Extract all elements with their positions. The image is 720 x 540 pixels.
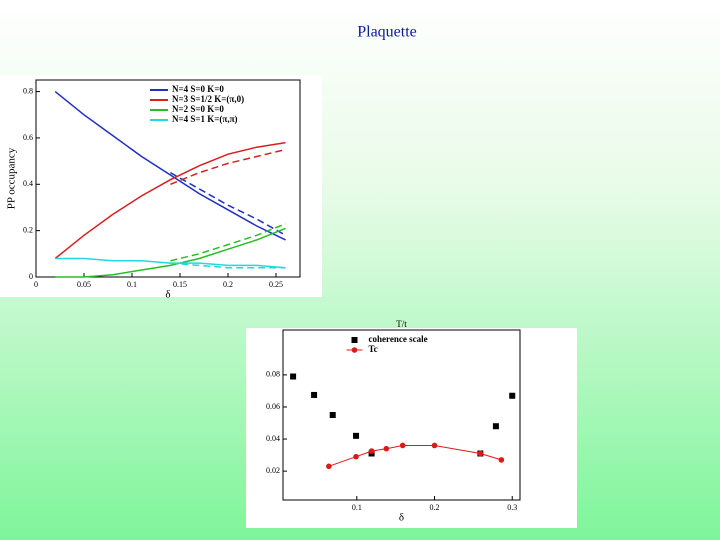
series-line (54, 141, 286, 260)
x-tick-label: 0.3 (507, 503, 517, 512)
x-tick-label: 0.1 (127, 280, 137, 289)
data-point (353, 432, 360, 439)
data-point (326, 463, 332, 470)
chart-panel (0, 75, 322, 297)
legend-label: N=4 S=0 K=0 (172, 84, 224, 94)
data-point (368, 448, 375, 454)
y-tick-label: 0.6 (23, 133, 33, 142)
data-point (509, 392, 516, 399)
data-point (431, 442, 438, 449)
series-dashed-line (170, 223, 286, 262)
y-tick-label: 0 (29, 272, 33, 281)
x-tick-label: 0.1 (352, 503, 362, 512)
x-tick-label: 0.05 (77, 280, 91, 289)
x-axis-label: δ (165, 289, 170, 301)
legend-marker (351, 347, 358, 353)
x-tick-label: 0.2 (223, 280, 233, 289)
series-line (54, 91, 286, 241)
data-point (498, 457, 505, 463)
legend-label: N=4 S=1 K=(π,π) (172, 114, 238, 124)
legend-marker (351, 337, 358, 343)
series-dashed-line (170, 262, 286, 269)
chart-panel (246, 328, 577, 528)
data-point (329, 412, 336, 418)
legend-label: coherence scale (369, 334, 428, 344)
y-tick-label: 0.08 (266, 370, 280, 379)
x-axis-label: δ (399, 512, 404, 524)
data-point (399, 442, 406, 449)
x-tick-label: 0.15 (173, 280, 187, 289)
y-tick-label: 0.02 (266, 466, 280, 475)
y-tick-label: 0.04 (266, 434, 280, 443)
plot-frame (35, 79, 301, 278)
x-tick-label: 0 (34, 280, 38, 289)
top-axis-label: T/t (396, 319, 407, 329)
series-line (55, 227, 286, 278)
data-point (492, 423, 499, 430)
data-point (290, 373, 297, 380)
y-tick-label: 0.4 (23, 179, 33, 188)
legend-label: N=2 S=0 K=0 (172, 104, 224, 114)
data-point (477, 450, 484, 457)
data-point (353, 453, 359, 460)
x-tick-label: 0.2 (430, 503, 440, 512)
x-tick-label: 0.25 (269, 280, 283, 289)
data-point (311, 391, 318, 398)
y-tick-label: 0.8 (23, 86, 33, 95)
series-dashed-line (170, 172, 286, 236)
y-tick-label: 0.2 (23, 225, 33, 234)
data-point (383, 445, 390, 452)
y-axis-label: PP occupancy (6, 147, 18, 209)
legend-label: Tc (369, 344, 378, 354)
legend-label: N=3 S=1/2 K=(π,0) (172, 94, 244, 104)
y-tick-label: 0.06 (266, 402, 280, 411)
plot-frame (282, 329, 521, 501)
series-dashed-line (170, 148, 286, 185)
slide-title: Plaquette (357, 24, 417, 41)
